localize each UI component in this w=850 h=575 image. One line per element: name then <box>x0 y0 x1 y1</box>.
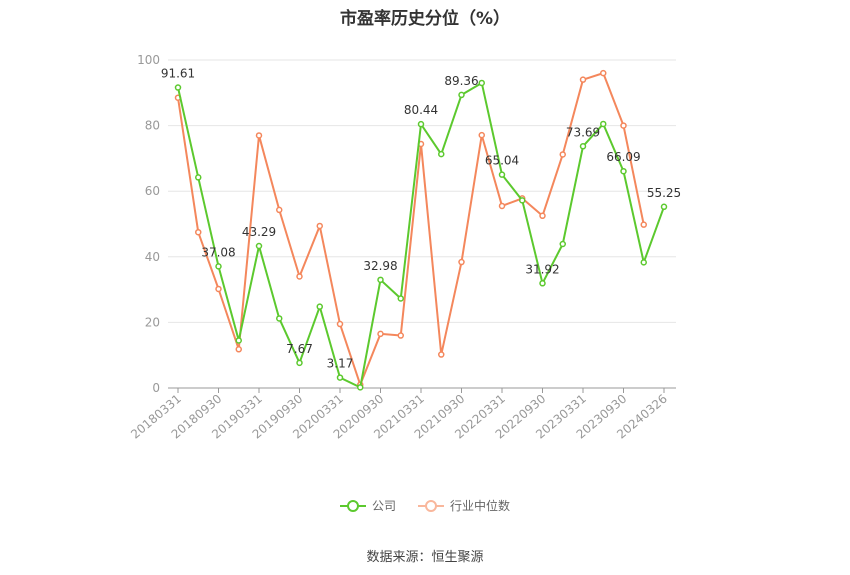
legend-marker-industry-icon <box>418 499 444 512</box>
chart-title: 市盈率历史分位（%） <box>339 9 511 29</box>
data-point[interactable] <box>539 280 546 287</box>
data-point[interactable] <box>296 273 303 280</box>
data-label: 91.61 <box>161 67 195 81</box>
data-point[interactable] <box>296 359 303 367</box>
data-point[interactable] <box>316 222 323 230</box>
data-point[interactable] <box>478 79 485 87</box>
legend-label-industry-median: 行业中位数 <box>450 499 511 513</box>
data-label: 43.29 <box>242 225 276 239</box>
data-label: 66.09 <box>606 150 640 164</box>
data-point[interactable] <box>174 84 182 91</box>
data-point[interactable] <box>640 259 647 266</box>
y-tick-label: 40 <box>145 250 160 264</box>
data-point[interactable] <box>377 276 384 284</box>
data-point[interactable] <box>397 332 404 339</box>
data-label: 55.25 <box>647 186 681 200</box>
data-label: 32.98 <box>363 259 397 273</box>
data-point[interactable] <box>316 303 323 310</box>
legend-label-company: 公司 <box>371 499 396 513</box>
data-label: 3.17 <box>327 357 354 371</box>
legend-item-industry-median[interactable]: 行业中位数 <box>418 497 510 514</box>
data-point[interactable] <box>498 202 506 210</box>
data-point[interactable] <box>276 315 283 322</box>
data-point[interactable] <box>478 131 485 139</box>
data-point[interactable] <box>438 150 445 158</box>
y-tick-label: 0 <box>152 381 160 395</box>
series-layer <box>174 69 668 391</box>
data-label: 65.04 <box>485 154 519 168</box>
data-label: 31.92 <box>525 262 559 276</box>
data-point[interactable] <box>336 374 344 381</box>
legend: 公司 行业中位数 <box>0 497 850 514</box>
data-point[interactable] <box>377 330 384 338</box>
y-tick-label: 100 <box>137 53 160 67</box>
data-label: 80.44 <box>404 103 438 117</box>
data-point[interactable] <box>195 228 202 236</box>
data-point[interactable] <box>458 258 465 266</box>
data-point[interactable] <box>215 285 222 293</box>
data-point[interactable] <box>559 240 566 248</box>
data-point[interactable] <box>660 203 668 211</box>
source-note: 数据来源：恒生聚源 <box>366 550 484 565</box>
data-point[interactable] <box>195 174 202 181</box>
data-point[interactable] <box>336 320 344 328</box>
data-point[interactable] <box>215 263 222 270</box>
label-layer: 91.61 37.08 43.29 7.67 3.17 32.98 80.44 89.36 65… <box>161 67 681 371</box>
data-point[interactable] <box>357 384 364 391</box>
y-tick-label: 60 <box>145 184 160 198</box>
y-tick-label: 20 <box>145 315 160 329</box>
data-label: 89.36 <box>444 74 478 88</box>
data-point[interactable] <box>417 120 425 128</box>
data-label: 7.67 <box>286 342 313 356</box>
data-point[interactable] <box>539 212 546 220</box>
data-point[interactable] <box>640 221 647 228</box>
series-line-1 <box>177 72 645 386</box>
data-point[interactable] <box>559 151 566 158</box>
data-point[interactable] <box>397 295 404 302</box>
data-point[interactable] <box>235 337 242 344</box>
data-point[interactable] <box>255 132 263 139</box>
legend-marker-company-icon <box>339 499 366 512</box>
data-point[interactable] <box>255 242 263 250</box>
data-point[interactable] <box>600 69 607 77</box>
data-label: 73.69 <box>566 125 600 139</box>
data-point[interactable] <box>438 351 445 358</box>
data-point[interactable] <box>519 197 526 204</box>
legend-item-company[interactable]: 公司 <box>339 497 396 514</box>
data-point[interactable] <box>620 122 627 129</box>
data-point[interactable] <box>235 346 242 353</box>
data-point[interactable] <box>579 143 587 150</box>
data-point[interactable] <box>498 171 506 178</box>
data-point[interactable] <box>620 167 627 175</box>
data-point[interactable] <box>458 91 465 99</box>
data-point[interactable] <box>579 76 587 83</box>
data-point[interactable] <box>600 120 607 128</box>
y-tick-label: 80 <box>145 119 160 133</box>
data-label: 37.08 <box>201 245 235 259</box>
data-point[interactable] <box>276 206 283 214</box>
